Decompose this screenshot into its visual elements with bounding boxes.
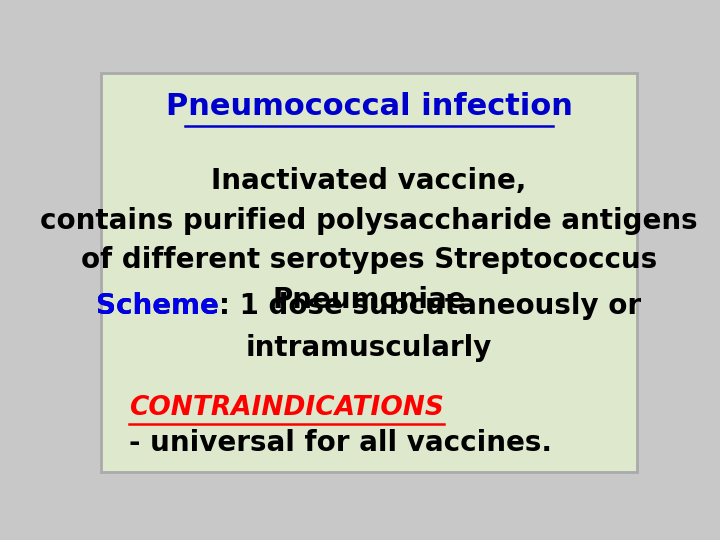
Text: CONTRAINDICATIONS: CONTRAINDICATIONS <box>129 395 444 421</box>
Text: Pneumoniae: Pneumoniae <box>272 286 466 314</box>
FancyBboxPatch shape <box>101 73 637 472</box>
Text: Pneumococcal infection: Pneumococcal infection <box>166 92 572 121</box>
Text: Scheme: 1 dose subcutaneously or: Scheme: 1 dose subcutaneously or <box>96 292 642 320</box>
Text: intramuscularly: intramuscularly <box>246 334 492 362</box>
Text: Scheme: Scheme <box>96 292 220 320</box>
Text: Inactivated vaccine,: Inactivated vaccine, <box>211 167 527 195</box>
Text: Scheme: 1 dose subcutaneously or: Scheme: 1 dose subcutaneously or <box>96 292 642 320</box>
Text: of different serotypes Streptococcus: of different serotypes Streptococcus <box>81 246 657 274</box>
Text: - universal for all vaccines.: - universal for all vaccines. <box>129 429 552 457</box>
Text: CONTRAINDICATIONS: CONTRAINDICATIONS <box>129 395 444 421</box>
Text: contains purified polysaccharide antigens: contains purified polysaccharide antigen… <box>40 207 698 235</box>
